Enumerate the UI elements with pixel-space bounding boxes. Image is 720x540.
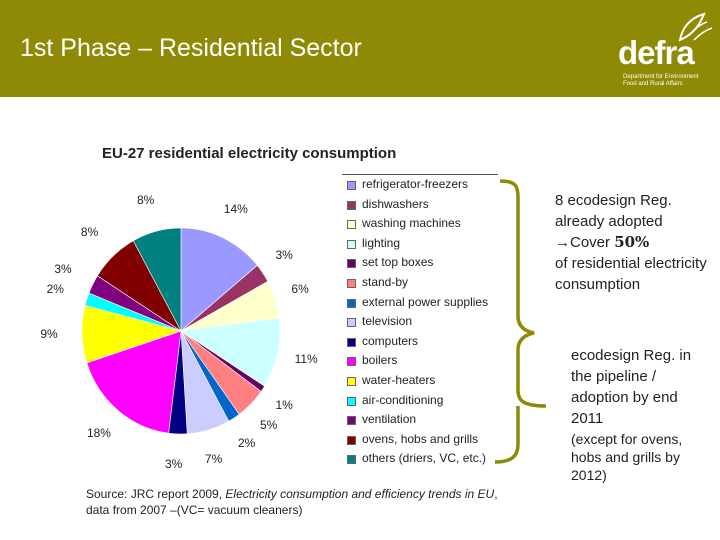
legend-swatch [347, 357, 356, 367]
legend-swatch [347, 318, 356, 328]
legend-swatch [347, 396, 356, 406]
legend-label: ovens, hobs and grills [362, 431, 479, 446]
arrow-icon: → [555, 234, 570, 251]
legend-swatch [347, 298, 356, 308]
pie-slice-others-driers-vc-etc [132, 227, 182, 332]
chart-title: EU-27 residential electricity consumptio… [102, 145, 397, 162]
logo-subtext: Department for Environment Food and Rura… [623, 74, 699, 87]
pie-slice-lighting [180, 317, 281, 387]
legend-swatch [347, 435, 356, 445]
legend-swatch [347, 220, 356, 230]
adopted-note: 8 ecodesign Reg. already adopted →Cover … [555, 190, 715, 295]
pie-value-label: 11% [294, 352, 318, 367]
source-italic: Electricity consumption and efficiency t… [225, 487, 495, 501]
legend-swatch [347, 200, 356, 210]
pie-value-label: 8% [136, 193, 155, 208]
legend-label: dishwashers [362, 196, 429, 211]
pie-slice-boilers [86, 330, 182, 434]
pie-value-label: 6% [291, 281, 309, 296]
pie-value-label: 3% [275, 247, 293, 262]
pie-value-label: 1% [275, 398, 293, 413]
legend-swatch [347, 416, 356, 426]
pipeline-note: ecodesign Reg. in the pipeline / adoptio… [571, 347, 692, 427]
cover-percent: 50% [614, 233, 650, 251]
legend-label: external power supplies [362, 294, 489, 309]
legend-label: television [362, 314, 413, 329]
header-bar [0, 0, 720, 97]
legend-label: refrigerator-freezers [362, 177, 469, 191]
legend-label: boilers [362, 353, 398, 368]
legend-label: set top boxes [362, 255, 434, 270]
legend-swatch [347, 455, 356, 465]
pie-value-label: 5% [260, 417, 278, 432]
defra-logo: defra Department for Environment Food an… [618, 8, 714, 92]
legend-label: ventilation [362, 412, 417, 427]
pie-value-label: 2% [46, 281, 64, 296]
pie-value-label: 2% [237, 436, 256, 451]
slide-title: 1st Phase – Residential Sector [20, 34, 362, 62]
pie-value-label: 18% [86, 426, 111, 441]
legend-swatch [347, 377, 356, 386]
cover-text: Cover [570, 234, 615, 251]
adopted-line: 8 ecodesign Reg. already adopted [555, 192, 672, 230]
legend-label: washing machines [362, 216, 461, 231]
legend-swatch [347, 259, 356, 269]
pie-value-label: 9% [40, 327, 58, 342]
pie-slice-refrigerator-freezers [180, 227, 258, 332]
legend-swatch [347, 181, 356, 190]
legend-swatch [347, 239, 356, 249]
pie-value-label: 8% [80, 225, 99, 240]
pie-value-label: 3% [164, 456, 183, 471]
exception-note: (except for ovens, hobs and grills by 20… [571, 431, 683, 483]
legend-label: water-heaters [362, 373, 436, 387]
legend-swatch [347, 337, 356, 347]
legend-label: stand-by [362, 275, 409, 289]
legend-label: computers [362, 333, 419, 348]
legend-label: others (driers, VC, etc.) [362, 451, 487, 466]
legend-swatch [347, 279, 356, 288]
logo-wordmark: defra [618, 34, 695, 71]
leaf-logo-icon [678, 12, 713, 42]
legend-label: air-conditioning [362, 392, 444, 407]
adopted-rest: of residential electricity consumption [555, 255, 707, 293]
source-prefix: Source: JRC report 2009, [86, 487, 226, 501]
source-suffix: , data from 2007 –(VC= vacuum cleaners) [86, 487, 498, 517]
pie-value-label: 14% [223, 201, 248, 216]
legend-divider [342, 174, 498, 175]
legend-label: lighting [362, 235, 401, 250]
pie-value-label: 7% [204, 451, 223, 466]
pie-value-label: 3% [54, 262, 72, 277]
source-note: Source: JRC report 2009, Electricity con… [86, 486, 506, 518]
